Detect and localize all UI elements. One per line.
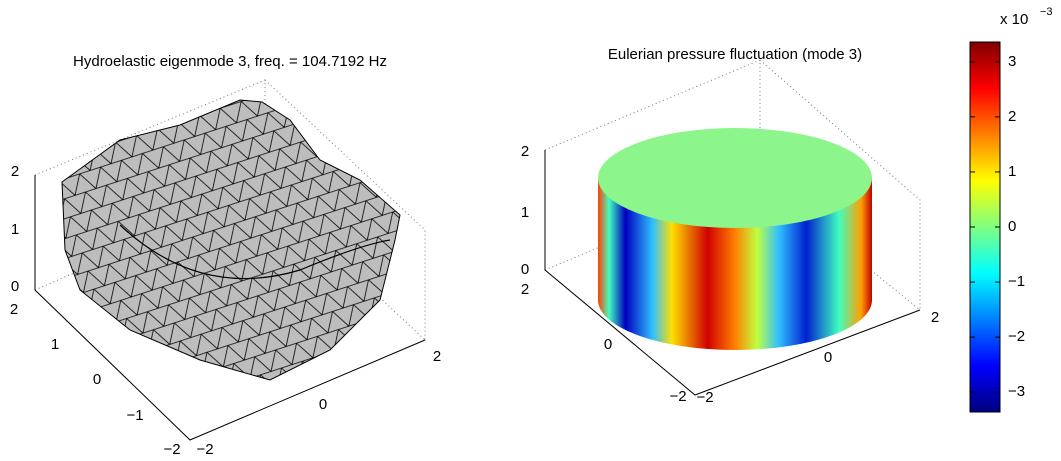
colorbar-tick-label: 2 xyxy=(1008,108,1016,125)
colorbar-tick-label: −2 xyxy=(1008,328,1025,345)
left-axes xyxy=(34,79,426,441)
colorbar-multiplier: x 10 xyxy=(1000,11,1028,28)
panel-title: Eulerian pressure fluctuation (mode 3) xyxy=(608,46,862,63)
x-tick-label: −2 xyxy=(696,389,713,406)
z-tick-label: 2 xyxy=(521,143,529,160)
colorbar-tick-label: −3 xyxy=(1008,383,1025,400)
y-tick-label: 2 xyxy=(10,301,18,318)
right-axes xyxy=(544,59,921,396)
colorbar-exponent: −3 xyxy=(1040,6,1053,18)
x-tick-label: 0 xyxy=(824,349,832,366)
y-tick-label: 0 xyxy=(604,336,612,353)
y-tick-label: −1 xyxy=(126,407,143,424)
y-tick-label: 1 xyxy=(51,336,59,353)
y-tick-label: −2 xyxy=(669,388,686,405)
z-tick-label: 1 xyxy=(11,221,19,238)
y-tick-label: −2 xyxy=(163,441,180,458)
y-tick-label: 2 xyxy=(521,281,529,298)
colorbar-tick-label: 1 xyxy=(1008,163,1016,180)
colorbar-tick-label: 3 xyxy=(1008,53,1016,70)
z-tick-label: 0 xyxy=(521,261,529,278)
panel-title: Hydroelastic eigenmode 3, freq. = 104.71… xyxy=(73,53,387,70)
x-tick-label: 2 xyxy=(433,348,441,365)
x-tick-label: −2 xyxy=(196,441,213,458)
colorbar-tick-label: 0 xyxy=(1008,218,1016,235)
y-tick-label: 0 xyxy=(93,371,101,388)
x-tick-label: 0 xyxy=(319,396,327,413)
colorbar-tick-label: −1 xyxy=(1008,273,1025,290)
z-tick-label: 0 xyxy=(11,278,19,295)
x-tick-label: 2 xyxy=(931,309,939,326)
z-tick-label: 1 xyxy=(521,204,529,221)
z-tick-label: 2 xyxy=(11,163,19,180)
